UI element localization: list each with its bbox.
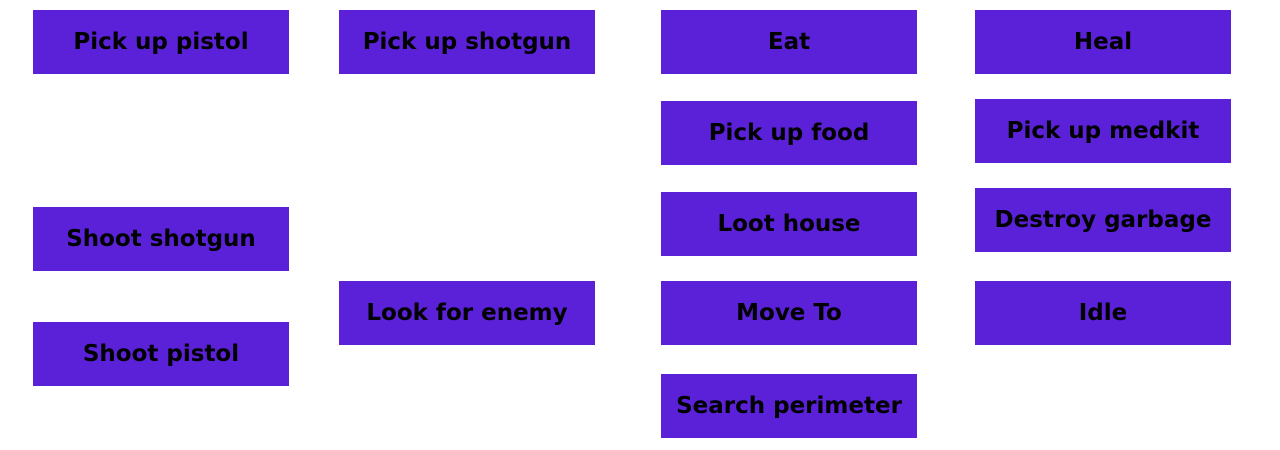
pick-up-shotgun-button[interactable]: Pick up shotgun — [339, 10, 595, 74]
heal-label: Heal — [1073, 28, 1133, 55]
eat-label: Eat — [767, 28, 811, 55]
loot-house-label: Loot house — [717, 210, 861, 237]
pick-up-medkit-label: Pick up medkit — [1006, 117, 1200, 144]
pick-up-medkit-button[interactable]: Pick up medkit — [975, 99, 1231, 163]
search-perimeter-label: Search perimeter — [676, 392, 902, 419]
search-perimeter-button[interactable]: Search perimeter — [661, 374, 917, 438]
heal-button[interactable]: Heal — [975, 10, 1231, 74]
shoot-pistol-button[interactable]: Shoot pistol — [33, 322, 289, 386]
loot-house-button[interactable]: Loot house — [661, 192, 917, 256]
idle-label: Idle — [1078, 299, 1128, 326]
idle-button[interactable]: Idle — [975, 281, 1231, 345]
shoot-shotgun-button[interactable]: Shoot shotgun — [33, 207, 289, 271]
destroy-garbage-button[interactable]: Destroy garbage — [975, 188, 1231, 252]
destroy-garbage-label: Destroy garbage — [994, 206, 1212, 233]
look-for-enemy-button[interactable]: Look for enemy — [339, 281, 595, 345]
pick-up-food-button[interactable]: Pick up food — [661, 101, 917, 165]
shoot-pistol-label: Shoot pistol — [82, 340, 240, 367]
pick-up-pistol-button[interactable]: Pick up pistol — [33, 10, 289, 74]
pick-up-food-label: Pick up food — [708, 119, 870, 146]
look-for-enemy-label: Look for enemy — [366, 299, 568, 326]
move-to-button[interactable]: Move To — [661, 281, 917, 345]
move-to-label: Move To — [736, 299, 842, 326]
pick-up-shotgun-label: Pick up shotgun — [362, 28, 572, 55]
pick-up-pistol-label: Pick up pistol — [73, 28, 249, 55]
eat-button[interactable]: Eat — [661, 10, 917, 74]
shoot-shotgun-label: Shoot shotgun — [66, 225, 256, 252]
